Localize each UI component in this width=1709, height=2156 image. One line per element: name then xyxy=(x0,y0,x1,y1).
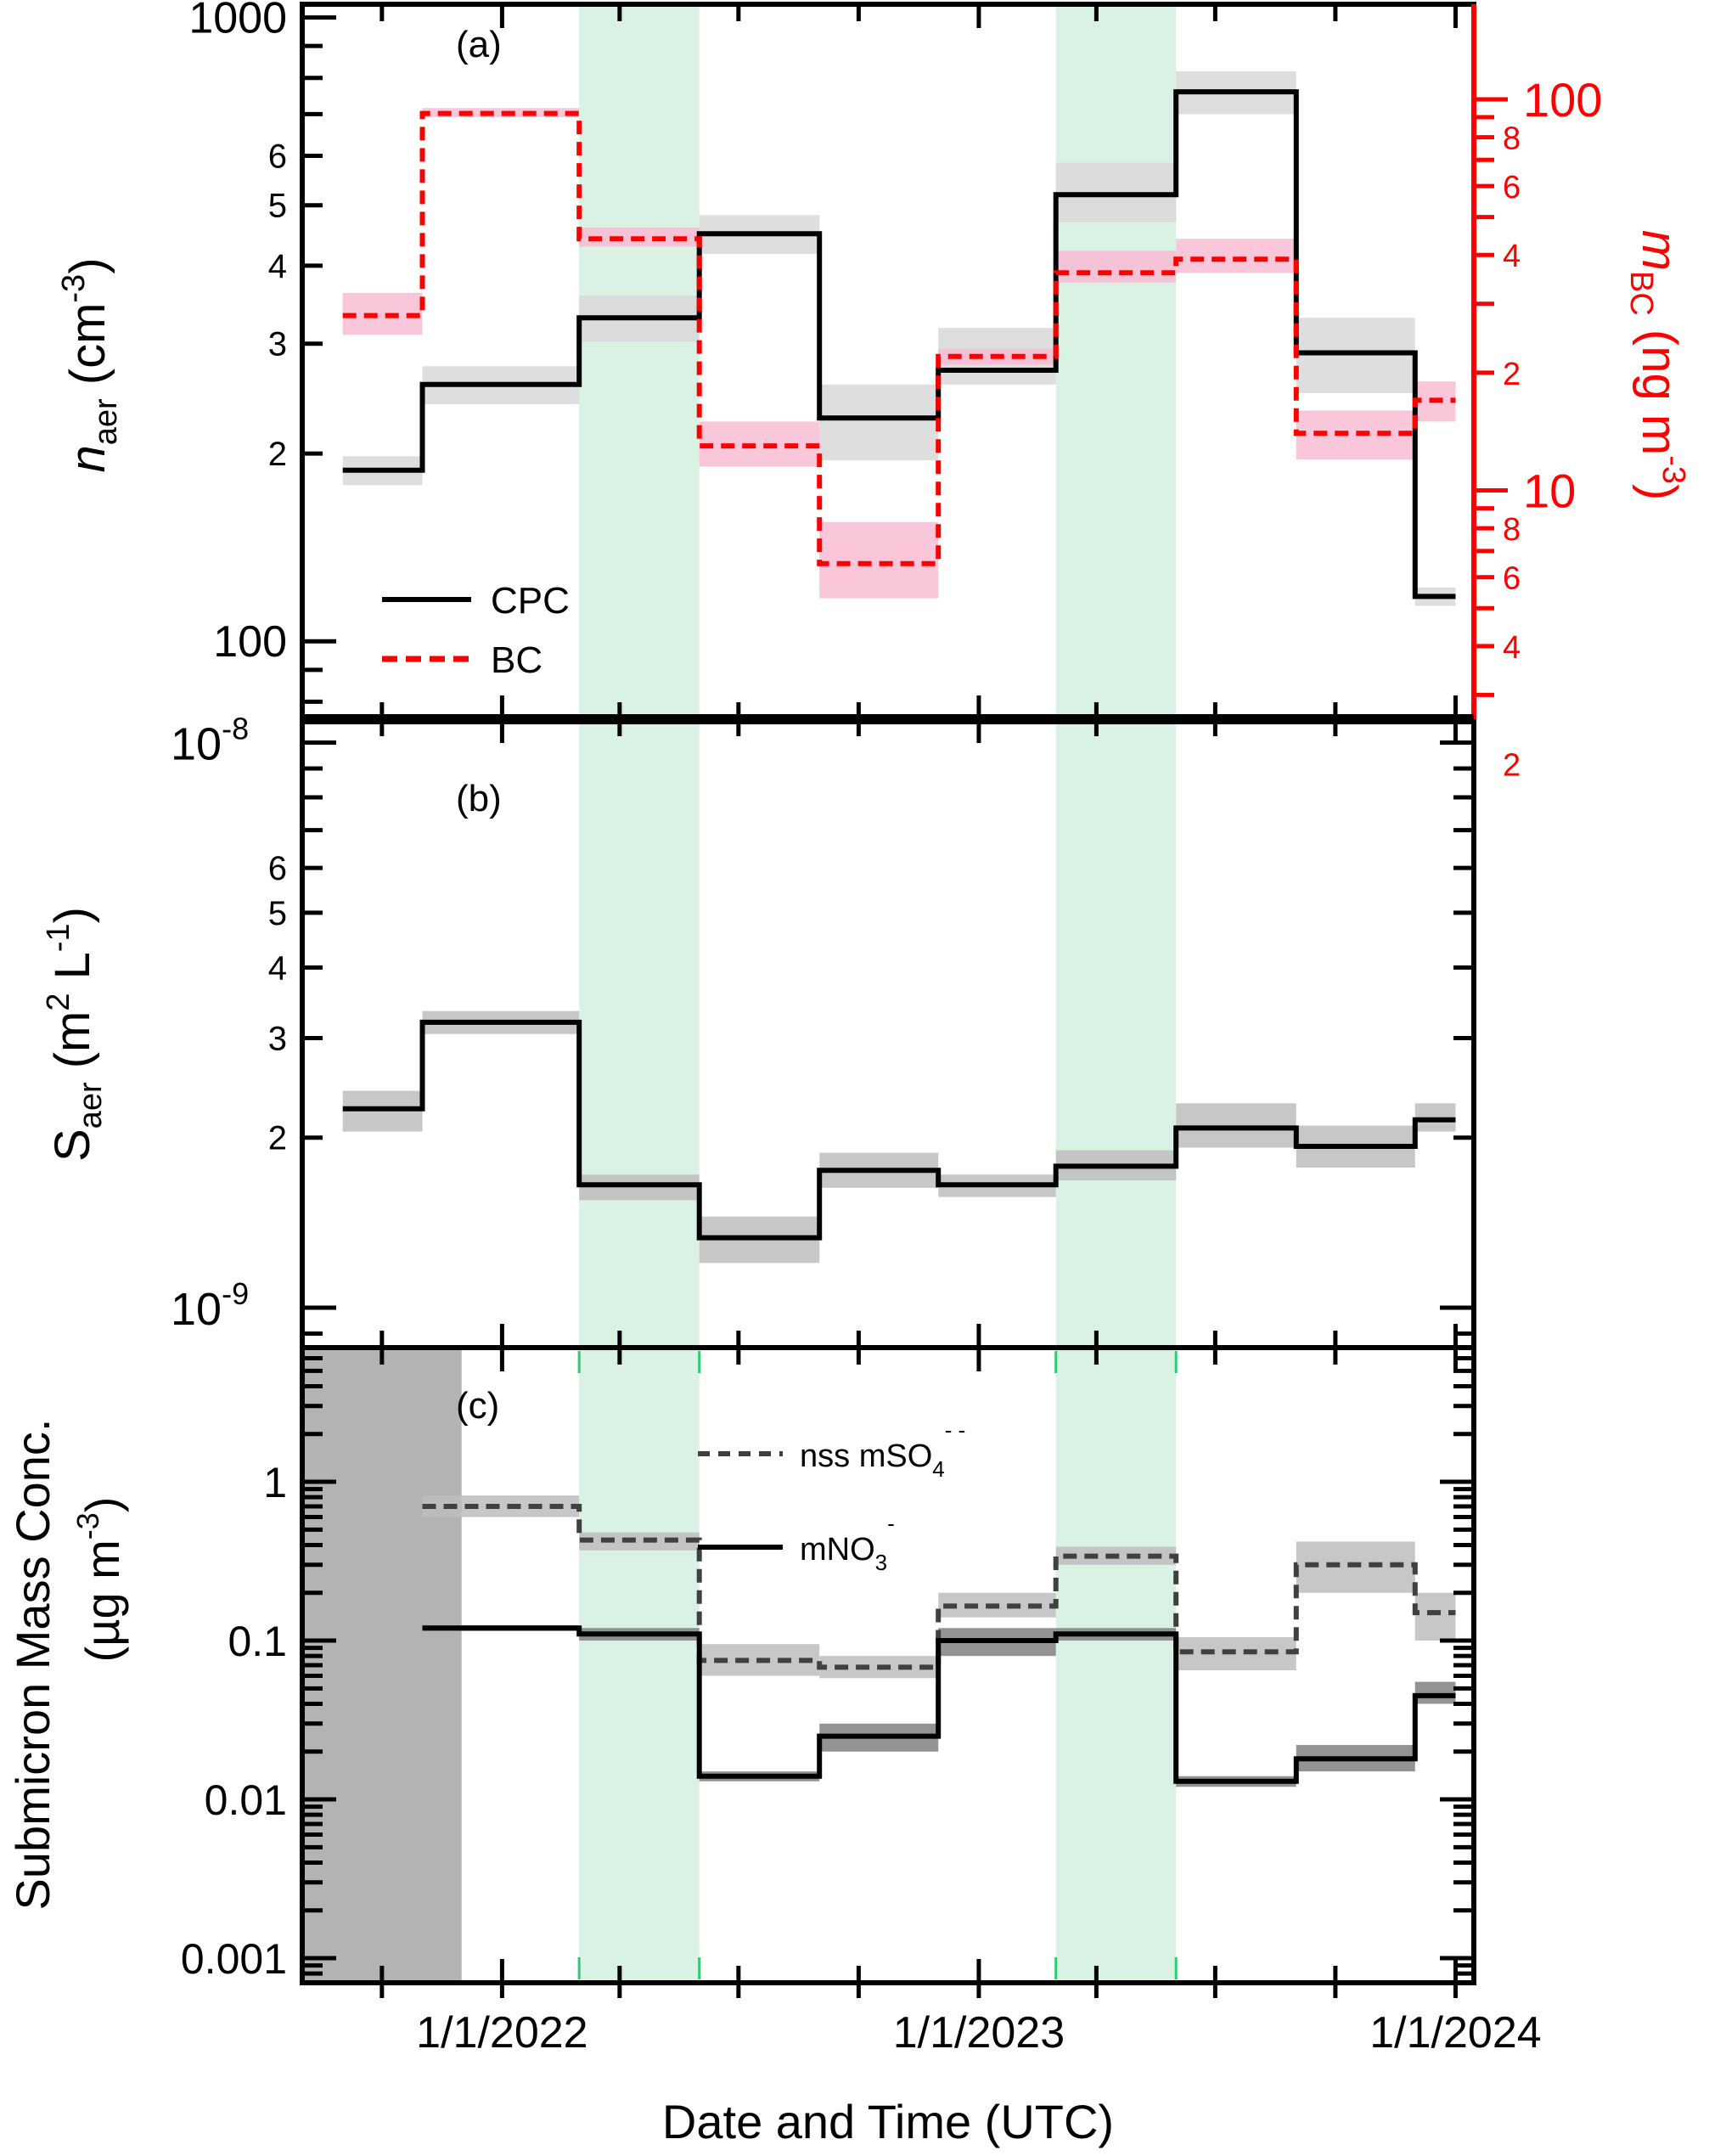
uncertainty-band xyxy=(819,521,939,599)
panel-a-right-minor-tick-label: 8 xyxy=(1503,512,1521,548)
legend-bc-label: BC xyxy=(491,639,542,681)
x-axis-title: Date and Time (UTC) xyxy=(662,2095,1114,2148)
panel-a-y-tick-label: 2 xyxy=(268,436,287,473)
panel-c-y-axis-title-line2: (µg m-3) xyxy=(70,1497,129,1663)
panel-b-y-minor-tick-label: 6 xyxy=(268,850,287,887)
uncertainty-bands xyxy=(342,70,1456,1787)
series-line-bc xyxy=(342,110,1456,566)
panel-a-right-tick-label: 100 xyxy=(1523,73,1602,127)
panel-a-legend: CPC BC xyxy=(382,580,570,681)
series-line-nss-mso4- xyxy=(422,1504,1456,1670)
uncertainty-band xyxy=(1296,318,1415,393)
uncertainty-band xyxy=(579,1532,700,1551)
panel-a-y-tick-label: 5 xyxy=(268,188,287,225)
tick-base: 10 xyxy=(171,1284,222,1335)
x-tick-label: 1/1/2024 xyxy=(1369,2008,1541,2057)
panel-a-right-tick-label: 10 xyxy=(1523,464,1576,518)
panel-a-right-minor-tick-label: 8 xyxy=(1503,121,1521,157)
panel-c-y-tick-label: 0.01 xyxy=(205,1776,287,1824)
tick-base: 10 xyxy=(171,719,222,770)
highlight-period-1 xyxy=(1055,4,1177,1983)
series-line-cpc xyxy=(342,89,1456,600)
panel-a-right-minor-tick-label: 6 xyxy=(1503,170,1521,205)
panel-c-y-tick-label: 1 xyxy=(263,1459,287,1506)
panel-b-y-minor-tick-label: 2 xyxy=(268,1120,287,1157)
panel-b-label: (b) xyxy=(456,778,502,819)
panel-a-y-tick-label: 3 xyxy=(268,326,287,363)
uncertainty-band xyxy=(1055,251,1177,283)
panel-a-y-tick-label: 1000 xyxy=(188,0,287,43)
panel-a-y-axis-title: naer (cm-3) xyxy=(56,257,124,472)
panel-a-label: (a) xyxy=(456,24,502,65)
tick-exponent: -8 xyxy=(222,712,249,746)
uncertainty-band xyxy=(819,384,939,461)
x-tick-label: 1/1/2023 xyxy=(893,2008,1065,2057)
uncertainty-band xyxy=(579,1174,700,1201)
series-line-mno3- xyxy=(422,1625,1456,1784)
panel-c-label: (c) xyxy=(456,1385,499,1427)
panel-b-y-minor-tick-label: 3 xyxy=(268,1021,287,1058)
shaded-periods xyxy=(302,4,1178,1983)
series-line-panel-b xyxy=(342,1019,1456,1241)
panel-c-y-tick-label: 0.1 xyxy=(228,1618,287,1665)
axis-ticks xyxy=(302,4,1508,1998)
no-data-region xyxy=(302,1348,462,1983)
legend-cpc-label: CPC xyxy=(491,580,570,622)
uncertainty-band xyxy=(422,108,580,118)
band-group-2 xyxy=(342,1010,1456,1264)
uncertainty-band xyxy=(1176,239,1296,273)
tick-exponent: -9 xyxy=(222,1276,249,1311)
legend-no3-label: mNO3- xyxy=(800,1511,895,1575)
uncertainty-band xyxy=(699,421,820,467)
uncertainty-band xyxy=(1414,1681,1456,1704)
panel-c-y-axis-title-line1: Submicron Mass Conc. xyxy=(6,1419,59,1911)
panel-a-right-minor-tick-label: 4 xyxy=(1503,630,1521,666)
panel-a-right-minor-tick-label: 2 xyxy=(1503,357,1521,392)
panel-c-y-tick-label: 0.001 xyxy=(181,1935,287,1983)
legend-so4-label: nss mSO4- - xyxy=(800,1417,965,1482)
panel-b-y-axis-title: Saer (m2 L-1) xyxy=(41,907,109,1162)
tick-labels: 1/1/2022 1/1/2023 1/1/20241002345610001010… xyxy=(171,0,1602,2057)
band-group-1 xyxy=(342,108,1456,599)
x-tick-label: 1/1/2022 xyxy=(416,2008,587,2057)
panel-b-y-minor-tick-label: 5 xyxy=(268,895,287,932)
panel-b-y-tick-label: 10-9 xyxy=(171,1276,249,1335)
panel-a-right-minor-tick-label: 2 xyxy=(1503,747,1521,783)
series-lines xyxy=(342,89,1456,1784)
panel-a-right-y-axis-title: mBC (ng m-3) xyxy=(1623,230,1691,501)
panel-a-right-minor-tick-label: 4 xyxy=(1503,239,1521,274)
panel-a-y-tick-label: 100 xyxy=(213,617,287,667)
panel-a-right-minor-tick-label: 6 xyxy=(1503,561,1521,597)
panel-a-y-tick-label: 6 xyxy=(268,138,287,176)
panel-c-legend: nss mSO4- - mNO3- xyxy=(698,1417,965,1575)
panel-a-y-tick-label: 4 xyxy=(268,248,287,285)
panel-b-y-minor-tick-label: 4 xyxy=(268,949,287,987)
uncertainty-band xyxy=(1414,1592,1456,1641)
panel-b-y-tick-label: 10-8 xyxy=(171,712,249,770)
